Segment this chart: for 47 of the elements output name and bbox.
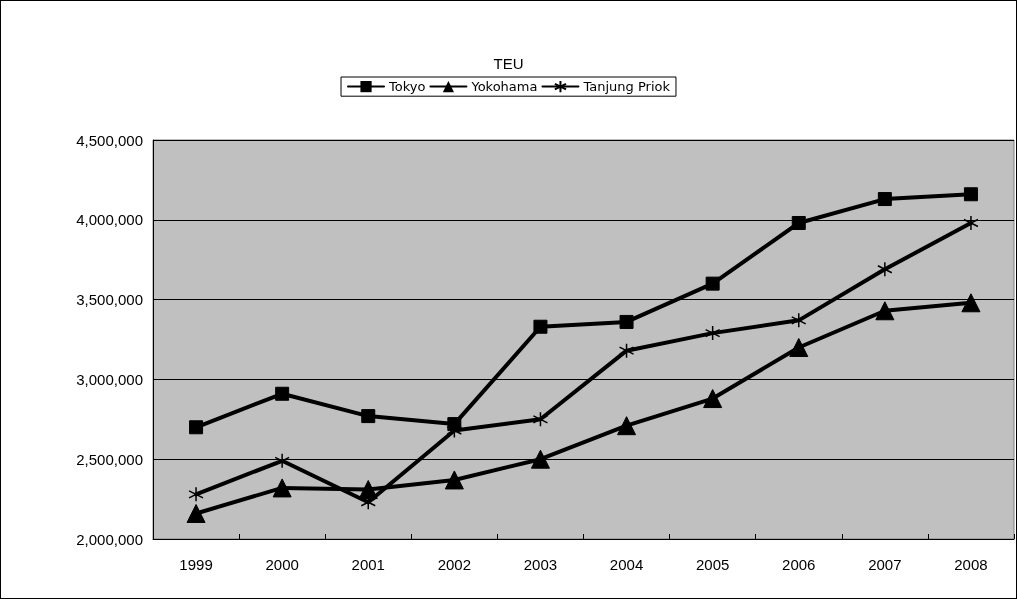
x-tick-label: 2007	[868, 556, 902, 573]
x-tick-label: 2006	[782, 556, 816, 573]
point	[789, 337, 809, 357]
point	[530, 449, 550, 469]
x-tick-label: 1999	[179, 556, 213, 573]
point	[361, 409, 376, 424]
point	[877, 192, 892, 207]
point	[272, 478, 292, 498]
legend-label: Tanjung Priok	[582, 79, 671, 95]
point	[791, 312, 807, 329]
point	[358, 480, 378, 500]
y-tick-label: 3,000,000	[76, 370, 143, 388]
point	[961, 293, 981, 313]
point	[963, 215, 979, 231]
point	[877, 261, 893, 278]
y-tick-label: 4,000,000	[76, 211, 143, 229]
y-tick-label: 2,000,000	[76, 530, 143, 548]
x-tick-label: 2002	[437, 556, 472, 573]
y-tick-label: 3,500,000	[76, 291, 143, 309]
x-tick-label: 2005	[695, 556, 730, 573]
x-tick-label: 2008	[954, 556, 988, 573]
x-tick-label: 2004	[609, 556, 644, 573]
legend-label: Tokyo	[388, 79, 426, 95]
chart-title: TEU	[493, 55, 524, 72]
x-tick-label: 2000	[265, 556, 299, 573]
point	[963, 187, 978, 202]
point	[704, 325, 721, 341]
point	[705, 276, 720, 291]
point	[791, 215, 806, 230]
point	[188, 486, 204, 503]
y-tick-label: 2,500,000	[76, 450, 143, 468]
point	[533, 319, 548, 334]
point	[274, 453, 290, 469]
point	[619, 314, 634, 329]
x-tick-label: 2003	[523, 556, 558, 573]
point	[703, 389, 723, 409]
point	[275, 386, 290, 401]
point	[186, 503, 206, 523]
point	[618, 342, 635, 359]
point	[875, 301, 895, 321]
point	[189, 420, 204, 435]
x-tick-label: 2001	[351, 556, 385, 573]
point	[617, 416, 637, 436]
y-tick-label: 4,500,000	[76, 131, 143, 149]
point	[444, 470, 464, 490]
point	[532, 411, 549, 428]
legend-label: Yokohama	[470, 79, 538, 95]
